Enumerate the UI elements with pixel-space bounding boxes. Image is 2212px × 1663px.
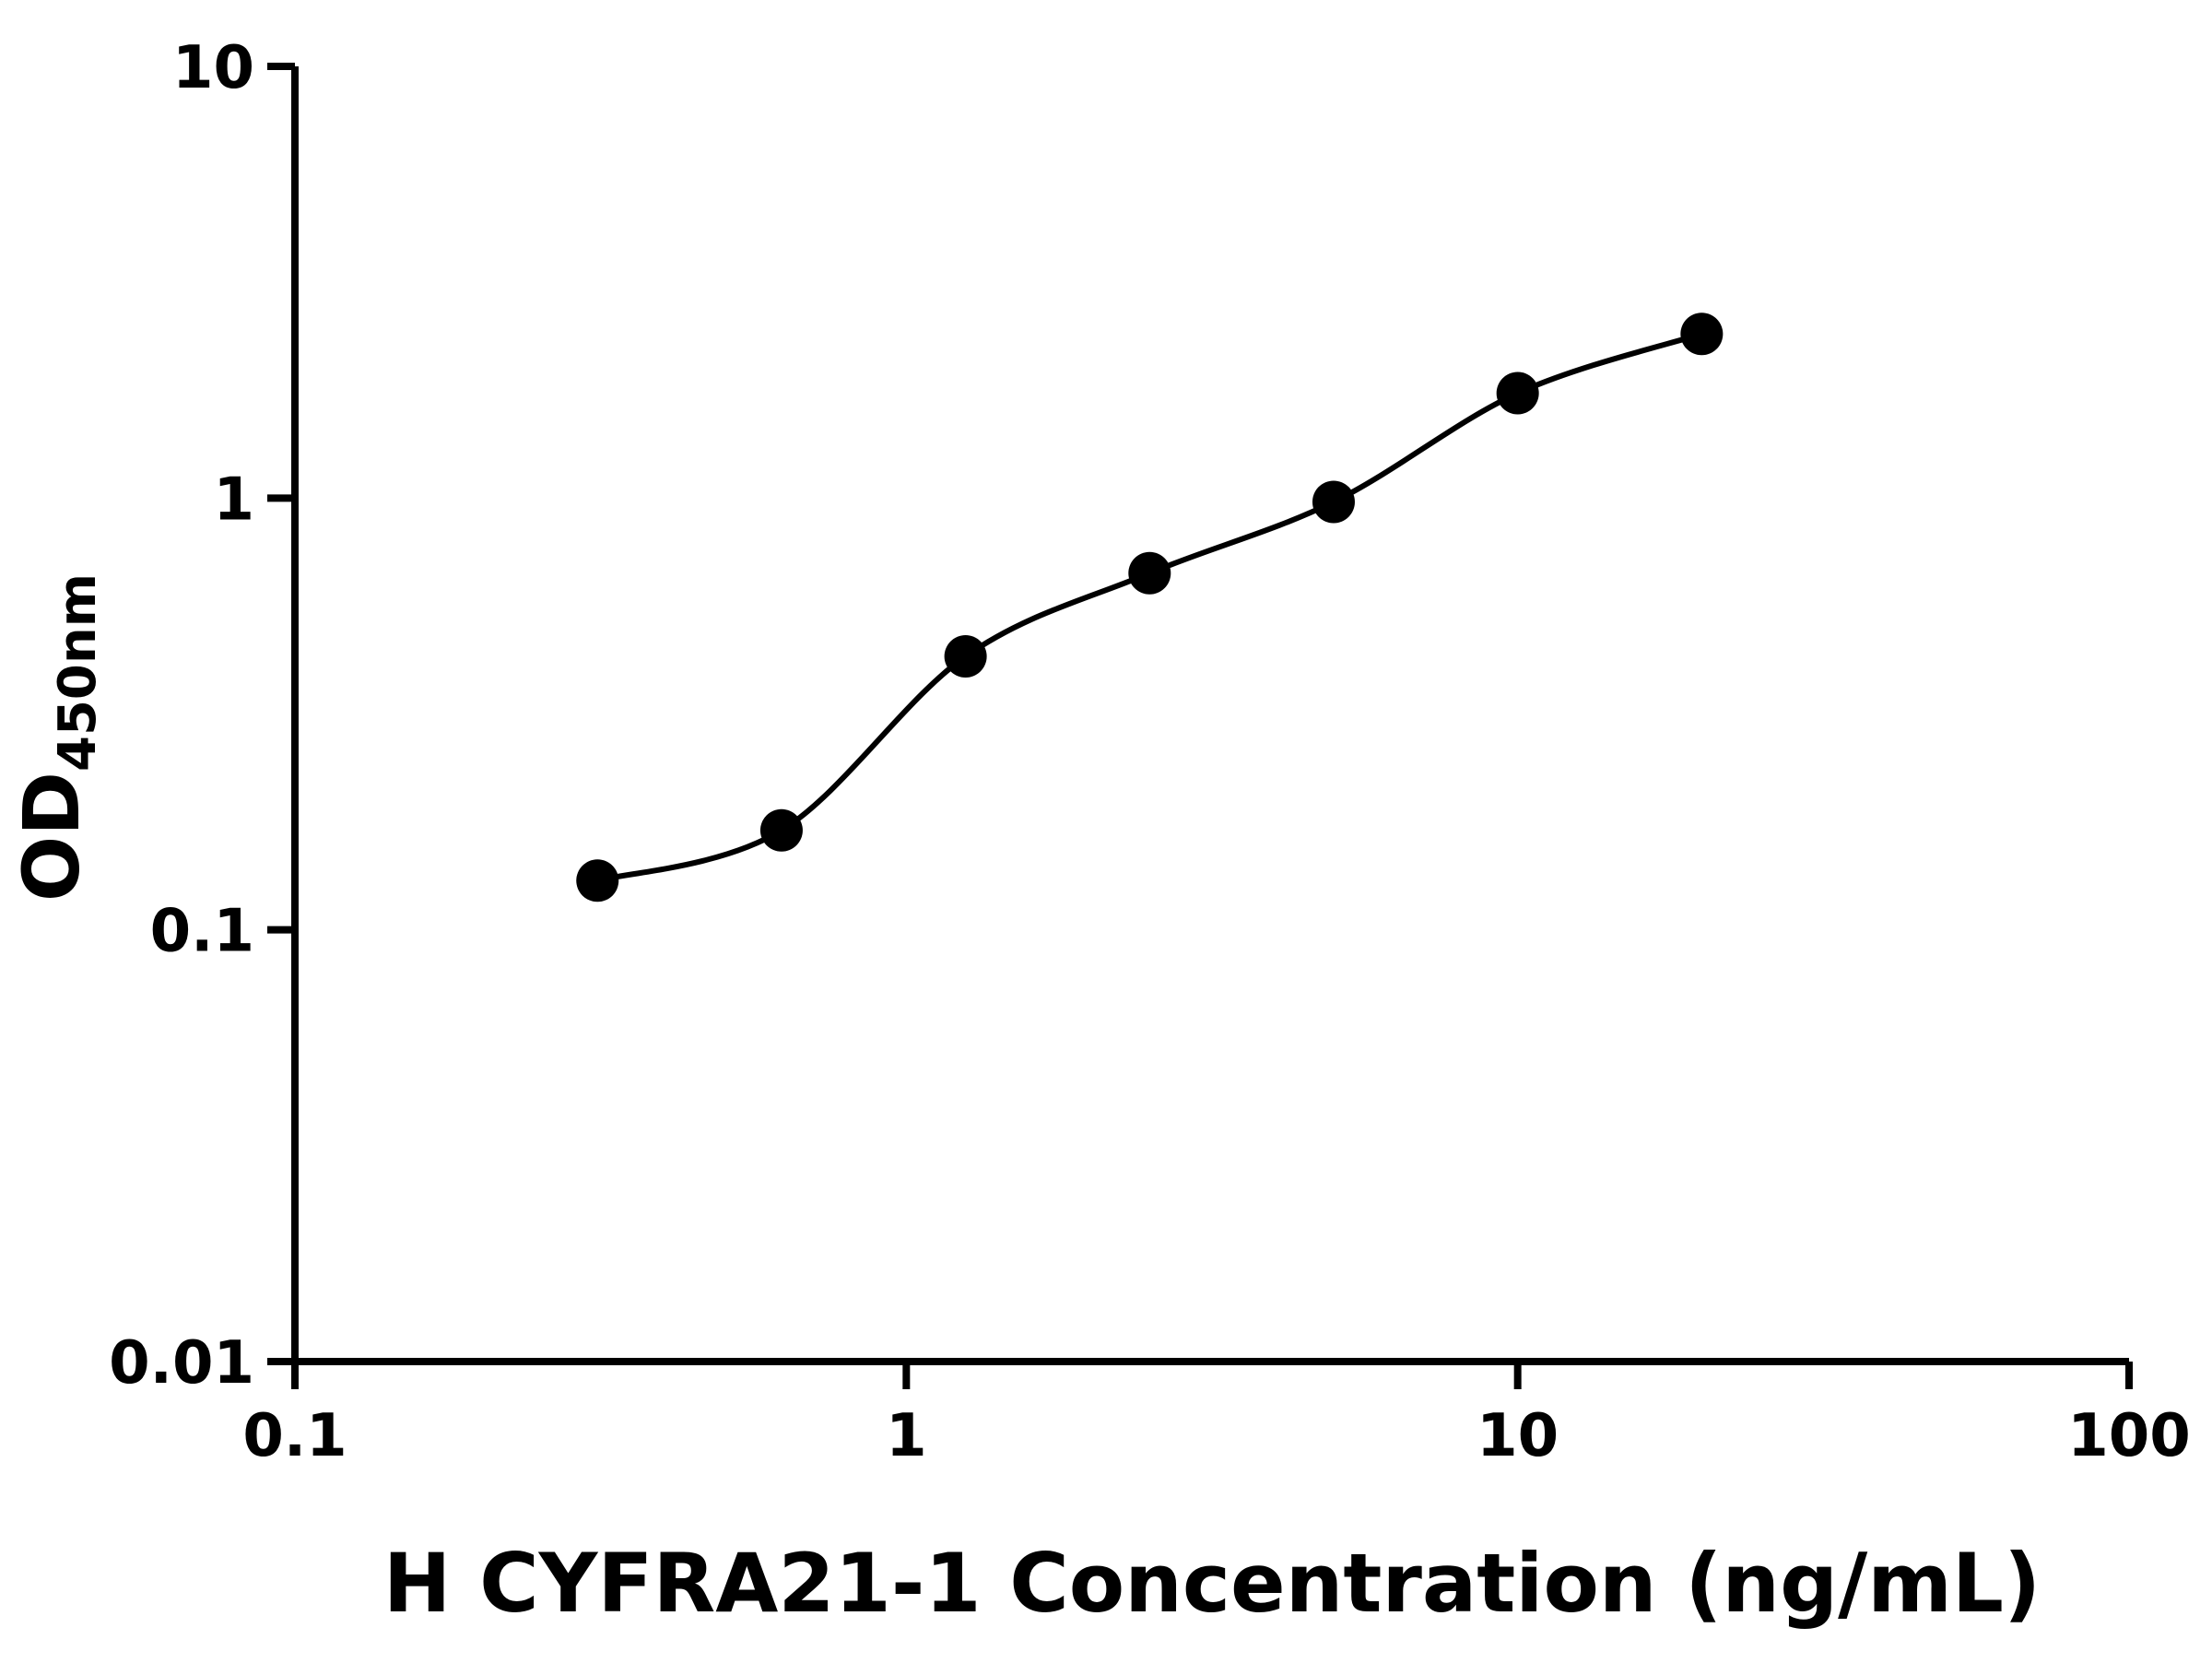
data-point bbox=[1680, 313, 1724, 356]
x-tick-label: 100 bbox=[2067, 1402, 2191, 1470]
data-point bbox=[1128, 551, 1171, 595]
data-point bbox=[1496, 372, 1539, 415]
y-tick-label: 1 bbox=[213, 466, 254, 534]
y-tick-label: 0.01 bbox=[109, 1329, 254, 1398]
fit-curve bbox=[594, 331, 1705, 884]
y-axis-label: OD450nm bbox=[6, 573, 108, 902]
x-tick-label: 0.1 bbox=[242, 1402, 347, 1470]
x-tick-label: 10 bbox=[1477, 1402, 1559, 1470]
y-axis-label-main: OD bbox=[6, 772, 97, 902]
y-axis-label-subscript: 450nm bbox=[48, 573, 108, 772]
data-point bbox=[944, 634, 987, 678]
x-axis-label: H CYFRA21-1 Concentration (ng/mL) bbox=[383, 1536, 2041, 1631]
y-tick-label: 0.1 bbox=[150, 898, 254, 966]
data-point bbox=[1312, 480, 1355, 524]
y-tick-label: 10 bbox=[172, 34, 254, 102]
x-tick-label: 1 bbox=[886, 1402, 927, 1470]
data-point bbox=[576, 859, 619, 902]
data-point bbox=[759, 808, 803, 852]
